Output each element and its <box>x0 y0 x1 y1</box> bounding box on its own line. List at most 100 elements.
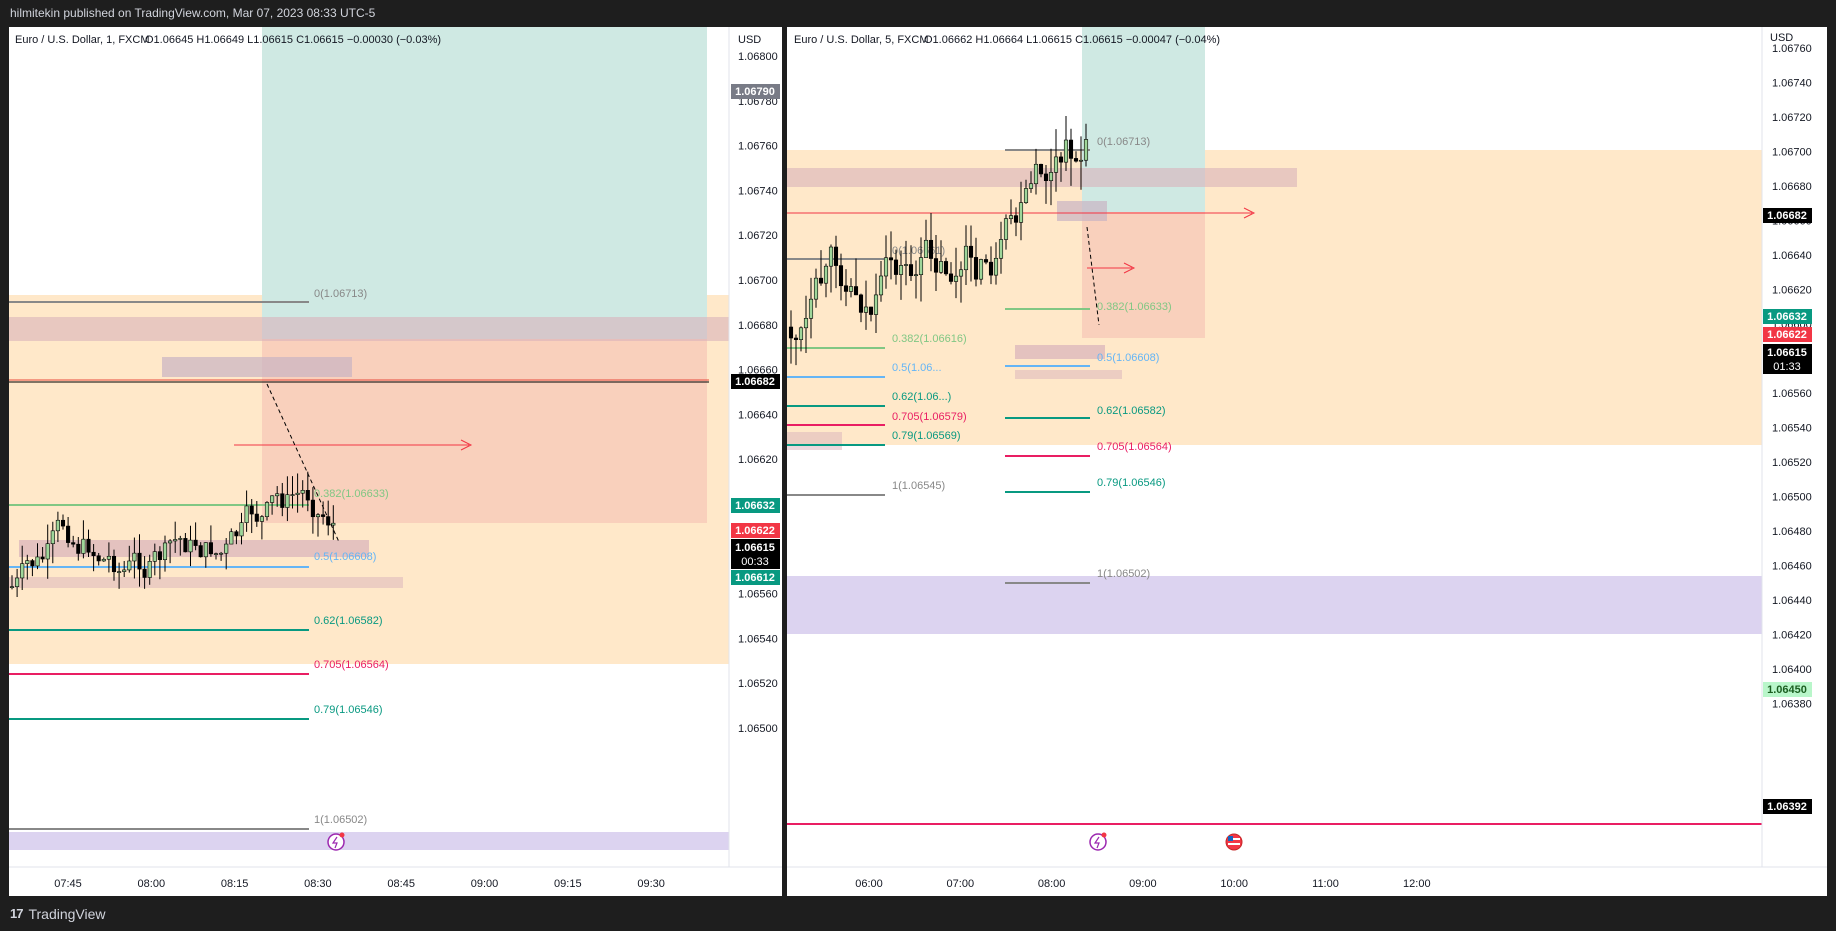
right-tag-6 <box>1763 799 1812 814</box>
left-x-ticks: 07:45 08:00 08:15 08:30 08:45 09:00 09:15 09:30 <box>54 878 665 890</box>
right-candle-body <box>1058 156 1064 163</box>
right-tag-2-text: 1.06632 <box>1767 311 1807 323</box>
left-tag-3 <box>731 498 780 513</box>
right-candle-body <box>923 239 929 258</box>
left-tag-5-text: 1.06615 <box>735 542 775 554</box>
right-candle-body <box>968 245 974 258</box>
right-y-tick-6: 1.06640 <box>1772 250 1812 262</box>
right-purple-zone <box>787 576 1762 634</box>
left-candle-body <box>96 555 101 562</box>
left-candle-body <box>35 556 40 567</box>
left-fib-label-05: 0.5(1.06608) <box>314 551 376 563</box>
left-candle-body <box>137 552 142 570</box>
left-event-dot <box>339 832 345 838</box>
right-candle-body <box>988 261 994 276</box>
left-currency-label: USD <box>738 34 761 46</box>
right-candle-body <box>1048 172 1054 181</box>
right-loss-zone <box>1082 212 1205 338</box>
left-y-tick-2: 1.06760 <box>738 141 778 153</box>
right-candle-body <box>903 264 909 266</box>
right-fib-a-label-382: 0.382(1.06616) <box>892 333 967 345</box>
left-event-icon[interactable] <box>327 833 345 851</box>
right-candle-body <box>908 264 914 276</box>
left-time-axis[interactable] <box>9 867 782 896</box>
right-pink-band-3 <box>1015 345 1105 359</box>
right-fib-b-label-705: 0.705(1.06564) <box>1097 441 1172 453</box>
right-price-axis[interactable] <box>1762 27 1827 896</box>
right-candle-body <box>993 257 999 276</box>
left-candle-body <box>213 553 219 555</box>
right-y-tick-4: 1.06680 <box>1772 181 1812 193</box>
right-x-tick-3: 09:00 <box>1129 878 1157 890</box>
left-pink-band-2 <box>162 357 352 377</box>
right-candles <box>788 116 1089 366</box>
left-candle-body <box>147 561 152 578</box>
left-dashed-path <box>266 383 340 543</box>
publisher-text: hilmitekin published on TradingView.com,… <box>10 6 376 20</box>
right-tag-5-text: 1.06450 <box>1767 684 1807 696</box>
left-candle-body <box>285 494 290 508</box>
right-fib-b-label-062: 0.62(1.06582) <box>1097 405 1166 417</box>
left-tag-4 <box>731 523 780 538</box>
right-tag-6-text: 1.06392 <box>1767 801 1807 813</box>
right-chart-pane[interactable]: 0(1.06661) 0.382(1.06616) 0.5(1.06... 0.… <box>787 27 1827 896</box>
left-candle-body <box>127 560 132 571</box>
right-candle-body <box>1078 159 1084 162</box>
right-y-tick-19: 1.06380 <box>1772 699 1812 711</box>
left-tag-2 <box>731 374 780 389</box>
left-chart-pane[interactable]: 0(1.06713) 0.382(1.06633) 0.5(1.06608) 0… <box>9 27 782 896</box>
right-chart-svg[interactable]: 0(1.06661) 0.382(1.06616) 0.5(1.06... 0.… <box>787 27 1827 896</box>
us-flag-stripe-2 <box>1228 843 1240 845</box>
tradingview-logo-icon[interactable]: 17 <box>10 906 24 921</box>
left-candle-body <box>234 531 239 537</box>
left-arrow-head <box>460 439 473 451</box>
left-candle-body <box>76 543 81 554</box>
right-fib-b-label-382: 0.382(1.06633) <box>1097 301 1172 313</box>
left-x-tick-5: 09:00 <box>471 878 499 890</box>
left-candle-body <box>15 577 20 587</box>
left-price-axis[interactable] <box>729 27 782 896</box>
right-time-axis[interactable] <box>787 867 1827 896</box>
left-x-tick-2: 08:15 <box>221 878 249 890</box>
left-candle-body <box>254 513 259 522</box>
right-event-dot <box>1101 832 1107 838</box>
right-candle-body <box>1013 215 1019 223</box>
right-candle-body <box>793 337 799 340</box>
left-candles <box>9 471 336 598</box>
left-x-tick-6: 09:15 <box>554 878 582 890</box>
left-pink-band-3 <box>19 540 369 557</box>
right-candle-body <box>1053 156 1059 173</box>
right-candle-body <box>1043 173 1049 181</box>
right-y-tick-17: 1.06420 <box>1772 630 1812 642</box>
left-candle-body <box>132 552 137 562</box>
right-candle-body <box>1023 188 1029 203</box>
right-candle-body <box>933 258 939 273</box>
left-candle-body <box>259 516 264 522</box>
right-candle-body <box>898 265 904 275</box>
right-candle-body <box>888 257 894 261</box>
left-candle-body <box>326 516 331 526</box>
left-candle-body <box>106 555 111 560</box>
lightning-icon <box>1093 836 1100 849</box>
left-chart-svg[interactable]: 0(1.06713) 0.382(1.06633) 0.5(1.06608) 0… <box>9 27 782 896</box>
right-candle-body <box>953 275 959 282</box>
left-y-tick-4: 1.06720 <box>738 230 778 242</box>
left-candle-body <box>30 560 35 567</box>
right-y-tick-13: 1.06500 <box>1772 492 1812 504</box>
right-candle-body <box>913 274 919 277</box>
left-x-tick-1: 08:00 <box>138 878 166 890</box>
left-candle-body <box>305 490 310 501</box>
left-candle-body <box>101 558 106 562</box>
left-candle-body <box>111 555 117 573</box>
left-candle-body <box>81 538 86 554</box>
left-fib-label-1: 1(1.06502) <box>314 814 367 826</box>
left-candle-body <box>331 522 336 526</box>
left-candle-body <box>300 490 305 494</box>
left-y-tick-3: 1.06740 <box>738 185 778 197</box>
footer-brand[interactable]: TradingView <box>28 905 106 922</box>
right-fib-a-label-062: 0.62(1.06...) <box>892 391 951 403</box>
right-event-icon[interactable] <box>1089 833 1107 851</box>
left-candle-body <box>290 494 295 496</box>
left-candle-body <box>178 538 183 540</box>
right-x-tick-5: 11:00 <box>1312 878 1339 890</box>
